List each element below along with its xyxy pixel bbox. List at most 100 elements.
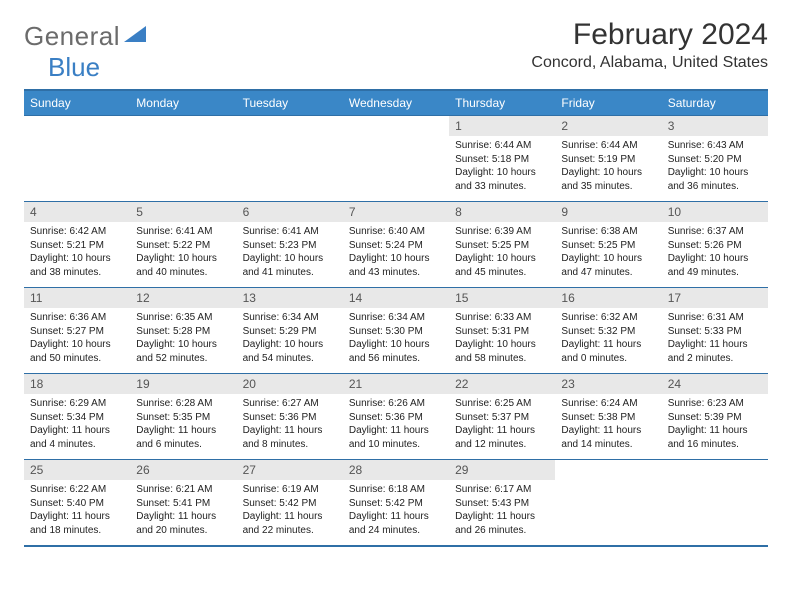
calendar-cell: 20Sunrise: 6:27 AMSunset: 5:36 PMDayligh… [237, 374, 343, 460]
day-number: 1 [449, 116, 555, 136]
calendar-cell [237, 116, 343, 202]
calendar-cell [555, 460, 661, 546]
day-text: Sunrise: 6:25 AMSunset: 5:37 PMDaylight:… [449, 394, 555, 457]
day-text: Sunrise: 6:24 AMSunset: 5:38 PMDaylight:… [555, 394, 661, 457]
logo-text-1: General [24, 21, 120, 52]
calendar-body: 1Sunrise: 6:44 AMSunset: 5:18 PMDaylight… [24, 116, 768, 546]
calendar-cell: 25Sunrise: 6:22 AMSunset: 5:40 PMDayligh… [24, 460, 130, 546]
day-text: Sunrise: 6:29 AMSunset: 5:34 PMDaylight:… [24, 394, 130, 457]
calendar-page: General February 2024 Concord, Alabama, … [0, 0, 792, 565]
day-number: 17 [662, 288, 768, 308]
day-number: 2 [555, 116, 661, 136]
calendar-head: SundayMondayTuesdayWednesdayThursdayFrid… [24, 90, 768, 116]
day-number: 27 [237, 460, 343, 480]
day-text: Sunrise: 6:43 AMSunset: 5:20 PMDaylight:… [662, 136, 768, 199]
day-text: Sunrise: 6:32 AMSunset: 5:32 PMDaylight:… [555, 308, 661, 371]
calendar-cell: 5Sunrise: 6:41 AMSunset: 5:22 PMDaylight… [130, 202, 236, 288]
day-text [343, 134, 449, 197]
calendar-cell: 2Sunrise: 6:44 AMSunset: 5:19 PMDaylight… [555, 116, 661, 202]
logo-triangle-icon [124, 18, 146, 49]
day-number [555, 460, 661, 478]
calendar-cell [24, 116, 130, 202]
calendar-cell: 8Sunrise: 6:39 AMSunset: 5:25 PMDaylight… [449, 202, 555, 288]
day-header: Saturday [662, 90, 768, 116]
calendar-row: 11Sunrise: 6:36 AMSunset: 5:27 PMDayligh… [24, 288, 768, 374]
day-text: Sunrise: 6:38 AMSunset: 5:25 PMDaylight:… [555, 222, 661, 285]
calendar-cell: 4Sunrise: 6:42 AMSunset: 5:21 PMDaylight… [24, 202, 130, 288]
location: Concord, Alabama, United States [531, 54, 768, 72]
calendar-cell: 11Sunrise: 6:36 AMSunset: 5:27 PMDayligh… [24, 288, 130, 374]
day-header: Tuesday [237, 90, 343, 116]
day-number [130, 116, 236, 134]
calendar-cell: 18Sunrise: 6:29 AMSunset: 5:34 PMDayligh… [24, 374, 130, 460]
day-text: Sunrise: 6:44 AMSunset: 5:19 PMDaylight:… [555, 136, 661, 199]
day-text: Sunrise: 6:34 AMSunset: 5:30 PMDaylight:… [343, 308, 449, 371]
day-text [130, 134, 236, 197]
day-number: 21 [343, 374, 449, 394]
day-number: 15 [449, 288, 555, 308]
calendar-cell: 27Sunrise: 6:19 AMSunset: 5:42 PMDayligh… [237, 460, 343, 546]
day-text: Sunrise: 6:17 AMSunset: 5:43 PMDaylight:… [449, 480, 555, 543]
day-number: 24 [662, 374, 768, 394]
day-text: Sunrise: 6:39 AMSunset: 5:25 PMDaylight:… [449, 222, 555, 285]
day-number: 18 [24, 374, 130, 394]
day-text: Sunrise: 6:33 AMSunset: 5:31 PMDaylight:… [449, 308, 555, 371]
day-text: Sunrise: 6:41 AMSunset: 5:23 PMDaylight:… [237, 222, 343, 285]
day-text: Sunrise: 6:37 AMSunset: 5:26 PMDaylight:… [662, 222, 768, 285]
day-header: Monday [130, 90, 236, 116]
day-text [24, 134, 130, 197]
day-header: Wednesday [343, 90, 449, 116]
day-number: 22 [449, 374, 555, 394]
day-number: 10 [662, 202, 768, 222]
calendar-cell: 6Sunrise: 6:41 AMSunset: 5:23 PMDaylight… [237, 202, 343, 288]
day-number: 13 [237, 288, 343, 308]
day-number: 16 [555, 288, 661, 308]
day-number: 28 [343, 460, 449, 480]
day-text: Sunrise: 6:42 AMSunset: 5:21 PMDaylight:… [24, 222, 130, 285]
calendar-cell: 28Sunrise: 6:18 AMSunset: 5:42 PMDayligh… [343, 460, 449, 546]
day-text: Sunrise: 6:28 AMSunset: 5:35 PMDaylight:… [130, 394, 236, 457]
title-block: February 2024 Concord, Alabama, United S… [531, 18, 768, 72]
calendar-cell: 7Sunrise: 6:40 AMSunset: 5:24 PMDaylight… [343, 202, 449, 288]
calendar-cell: 26Sunrise: 6:21 AMSunset: 5:41 PMDayligh… [130, 460, 236, 546]
day-text: Sunrise: 6:23 AMSunset: 5:39 PMDaylight:… [662, 394, 768, 457]
logo-text-2: Blue [48, 52, 100, 82]
day-number: 23 [555, 374, 661, 394]
day-text: Sunrise: 6:35 AMSunset: 5:28 PMDaylight:… [130, 308, 236, 371]
day-text: Sunrise: 6:36 AMSunset: 5:27 PMDaylight:… [24, 308, 130, 371]
day-number: 3 [662, 116, 768, 136]
calendar-row: 18Sunrise: 6:29 AMSunset: 5:34 PMDayligh… [24, 374, 768, 460]
day-number: 7 [343, 202, 449, 222]
day-header: Friday [555, 90, 661, 116]
calendar-cell: 16Sunrise: 6:32 AMSunset: 5:32 PMDayligh… [555, 288, 661, 374]
calendar-cell [662, 460, 768, 546]
calendar-cell: 29Sunrise: 6:17 AMSunset: 5:43 PMDayligh… [449, 460, 555, 546]
day-text [662, 478, 768, 541]
day-number [237, 116, 343, 134]
day-text: Sunrise: 6:40 AMSunset: 5:24 PMDaylight:… [343, 222, 449, 285]
calendar-cell: 10Sunrise: 6:37 AMSunset: 5:26 PMDayligh… [662, 202, 768, 288]
day-number: 6 [237, 202, 343, 222]
calendar-cell: 12Sunrise: 6:35 AMSunset: 5:28 PMDayligh… [130, 288, 236, 374]
day-text: Sunrise: 6:34 AMSunset: 5:29 PMDaylight:… [237, 308, 343, 371]
day-number: 12 [130, 288, 236, 308]
day-number: 29 [449, 460, 555, 480]
day-header: Sunday [24, 90, 130, 116]
calendar-table: SundayMondayTuesdayWednesdayThursdayFrid… [24, 89, 768, 547]
calendar-cell: 17Sunrise: 6:31 AMSunset: 5:33 PMDayligh… [662, 288, 768, 374]
day-text [555, 478, 661, 541]
day-header: Thursday [449, 90, 555, 116]
logo: General [24, 18, 146, 55]
day-number: 9 [555, 202, 661, 222]
calendar-cell: 21Sunrise: 6:26 AMSunset: 5:36 PMDayligh… [343, 374, 449, 460]
calendar-row: 4Sunrise: 6:42 AMSunset: 5:21 PMDaylight… [24, 202, 768, 288]
day-text: Sunrise: 6:41 AMSunset: 5:22 PMDaylight:… [130, 222, 236, 285]
day-number: 25 [24, 460, 130, 480]
calendar-cell: 1Sunrise: 6:44 AMSunset: 5:18 PMDaylight… [449, 116, 555, 202]
day-number: 20 [237, 374, 343, 394]
day-number: 4 [24, 202, 130, 222]
calendar-cell: 13Sunrise: 6:34 AMSunset: 5:29 PMDayligh… [237, 288, 343, 374]
calendar-row: 25Sunrise: 6:22 AMSunset: 5:40 PMDayligh… [24, 460, 768, 546]
day-number: 26 [130, 460, 236, 480]
day-text: Sunrise: 6:22 AMSunset: 5:40 PMDaylight:… [24, 480, 130, 543]
